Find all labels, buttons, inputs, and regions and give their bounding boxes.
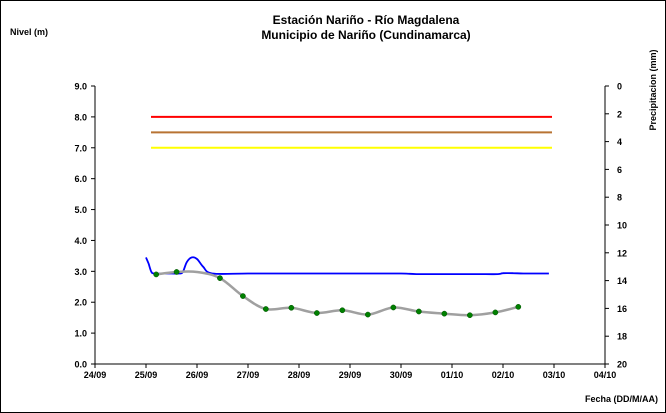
data-point-marker	[441, 310, 448, 317]
x-tick-label: 27/09	[237, 370, 260, 380]
data-point-marker	[263, 306, 269, 312]
data-point-marker	[314, 310, 320, 316]
data-point-marker	[339, 307, 346, 314]
y-tick-label: 7.0	[74, 143, 87, 153]
x-tick-label: 02/10	[492, 370, 515, 380]
y-tick-label: 2.0	[74, 298, 87, 308]
y2-tick-label: 6	[617, 165, 622, 175]
data-point-marker	[390, 304, 397, 311]
y-tick-label: 0.0	[74, 360, 87, 370]
y2-tick-label: 12	[617, 248, 627, 258]
x-tick-label: 30/09	[390, 370, 413, 380]
chart-subtitle: Municipio de Nariño (Cundinamarca)	[261, 28, 470, 42]
y2-tick-label: 10	[617, 221, 627, 231]
series-line-blue	[145, 256, 549, 276]
data-point-marker	[173, 269, 180, 275]
data-point-marker	[467, 312, 473, 319]
y2-tick-label: 8	[617, 193, 622, 203]
y2-tick-label: 16	[617, 304, 627, 314]
y2-tick-label: 18	[617, 332, 627, 342]
plot-area: 0.01.02.03.04.05.06.07.08.09.02018161412…	[74, 82, 627, 381]
data-point-marker	[365, 311, 371, 318]
data-point-marker	[288, 304, 295, 311]
y-tick-label: 1.0	[74, 329, 87, 339]
y-tick-label: 3.0	[74, 267, 87, 277]
x-tick-label: 28/09	[288, 370, 311, 380]
x-tick-label: 25/09	[135, 370, 158, 380]
y-axis-label: Nivel (m)	[10, 27, 48, 37]
y2-tick-label: 4	[617, 137, 622, 147]
data-point-marker	[416, 308, 422, 315]
data-point-marker	[153, 271, 160, 278]
y-tick-label: 6.0	[74, 174, 87, 184]
x-tick-label: 01/10	[441, 370, 464, 380]
y2-tick-label: 2	[617, 109, 622, 119]
x-tick-label: 26/09	[186, 370, 209, 380]
x-tick-label: 24/09	[84, 370, 107, 380]
x-tick-label: 04/10	[594, 370, 617, 380]
y2-axis-label: Precipitacion (mm)	[648, 49, 658, 130]
data-point-marker	[492, 309, 499, 316]
data-point-marker	[515, 304, 522, 310]
chart-title: Estación Nariño - Río Magdalena	[273, 13, 460, 27]
y-tick-label: 4.0	[74, 236, 87, 246]
y-tick-label: 9.0	[74, 82, 87, 92]
y-tick-label: 5.0	[74, 205, 87, 215]
y2-tick-label: 14	[617, 276, 627, 286]
y2-tick-label: 20	[617, 360, 627, 370]
x-tick-label: 29/09	[339, 370, 362, 380]
y-tick-label: 8.0	[74, 112, 87, 122]
y2-tick-label: 0	[617, 82, 622, 92]
data-point-marker	[217, 275, 223, 281]
x-tick-label: 03/10	[543, 370, 566, 380]
x-axis-label: Fecha (DD/M/AA)	[585, 394, 658, 404]
data-point-marker	[240, 293, 246, 299]
series-line-gray	[156, 270, 519, 317]
